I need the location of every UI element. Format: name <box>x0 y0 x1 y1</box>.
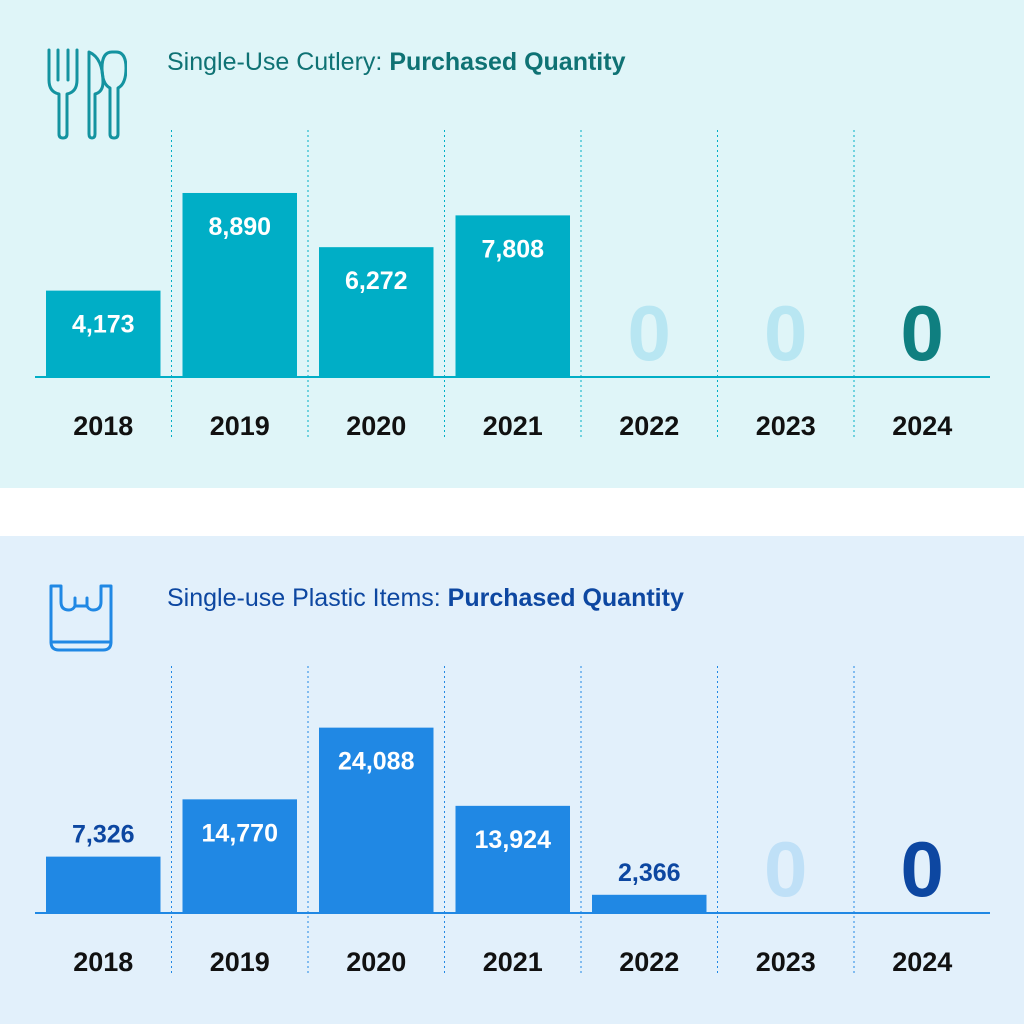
bar-2021 <box>455 805 570 913</box>
bar-value-label: 7,808 <box>481 235 544 263</box>
year-tick-label: 2021 <box>483 411 543 441</box>
year-tick-label: 2020 <box>346 411 406 441</box>
cutlery-chart-panel: Single-Use Cutlery: Purchased Quantity 4… <box>0 0 1024 488</box>
bar-value-label: 4,173 <box>72 311 135 339</box>
plastic-items-bar-chart: 7,326 2018 14,770 2019 24,088 2020 13,924 2021 2… <box>35 666 990 977</box>
zero-value-label: 0 <box>901 289 944 377</box>
year-tick-label: 2024 <box>892 947 952 977</box>
bar-value-label: 24,088 <box>338 748 415 776</box>
zero-value-label: 0 <box>764 825 807 913</box>
chart-title: Single-use Plastic Items: Purchased Quan… <box>167 584 684 613</box>
bar-2018 <box>46 290 161 377</box>
bar-2020 <box>319 727 434 913</box>
year-tick-label: 2018 <box>73 411 133 441</box>
year-tick-label: 2020 <box>346 947 406 977</box>
bar-2020 <box>319 247 434 377</box>
bar-value-label: 2,366 <box>618 859 681 887</box>
chart-title-regular: Single-use Plastic Items: <box>167 584 441 612</box>
cutlery-icon <box>47 48 127 140</box>
year-tick-label: 2022 <box>619 947 679 977</box>
year-tick-label: 2019 <box>210 947 270 977</box>
zero-value-label: 0 <box>901 825 944 913</box>
zero-value-label: 0 <box>764 289 807 377</box>
year-tick-label: 2021 <box>483 947 543 977</box>
chart-title-bold: Purchased Quantity <box>389 48 626 76</box>
bar-value-label: 13,924 <box>475 826 552 854</box>
year-tick-label: 2022 <box>619 411 679 441</box>
year-tick-label: 2018 <box>73 947 133 977</box>
bar-value-label: 6,272 <box>345 267 408 295</box>
chart-title-regular: Single-Use Cutlery: <box>167 48 383 76</box>
bar-2019 <box>182 799 297 913</box>
chart-title: Single-Use Cutlery: Purchased Quantity <box>167 48 625 77</box>
year-tick-label: 2023 <box>756 947 816 977</box>
plastic-bag-icon <box>49 584 113 652</box>
bar-2022 <box>592 894 707 913</box>
bar-value-label: 7,326 <box>72 821 135 849</box>
chart-title-bold: Purchased Quantity <box>447 584 684 612</box>
bar-value-label: 8,890 <box>208 213 271 241</box>
year-tick-label: 2023 <box>756 411 816 441</box>
year-tick-label: 2019 <box>210 411 270 441</box>
bar-2021 <box>455 215 570 377</box>
year-tick-label: 2024 <box>892 411 952 441</box>
bar-value-label: 14,770 <box>202 819 278 847</box>
bar-2018 <box>46 856 161 913</box>
zero-value-label: 0 <box>628 289 671 377</box>
plastic-items-chart-panel: Single-use Plastic Items: Purchased Quan… <box>0 536 1024 1024</box>
cutlery-bar-chart: 4,173 2018 8,890 2019 6,272 2020 7,808 2021 0 202… <box>35 130 990 441</box>
bar-2019 <box>182 192 297 377</box>
